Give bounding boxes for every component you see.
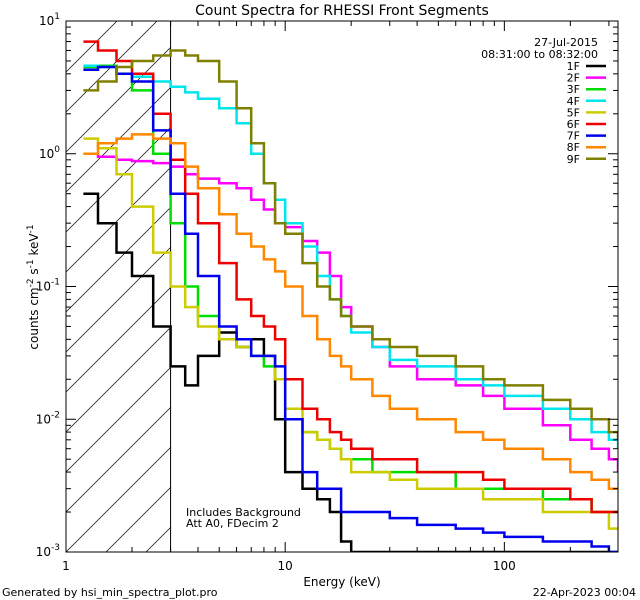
legend-label-9f: 9F xyxy=(567,153,580,166)
annotation-attenuator: Att A0, FDecim 2 xyxy=(186,517,279,530)
hatch-lines xyxy=(66,21,171,552)
x-tick-label: 1 xyxy=(62,559,70,573)
time-range-label: 08:31:00 to 08:32:00 xyxy=(481,48,598,61)
date-label: 27-Jul-2015 xyxy=(534,36,598,49)
hatch-line xyxy=(66,446,171,552)
hatch-line xyxy=(66,46,171,153)
x-axis-ticks: 1 10 100 xyxy=(62,21,610,573)
hatch-line xyxy=(66,246,171,353)
y-axis-label: counts cm-2 s-1 keV-1 xyxy=(26,224,41,349)
series-line-7f xyxy=(83,65,618,552)
series-line-8f xyxy=(83,133,618,490)
legend-label-3f: 3F xyxy=(567,83,580,96)
y-tick-label: 101 xyxy=(39,12,60,28)
hatch-line xyxy=(66,206,171,313)
hatch-line xyxy=(66,21,158,113)
y-axis-label-mid1: s xyxy=(27,268,41,278)
hatch-line xyxy=(66,86,171,193)
legend-label-4f: 4F xyxy=(567,95,580,108)
y-axis-label-exp3: -1 xyxy=(26,224,36,233)
series-line-6f xyxy=(83,40,618,514)
series-line-5f xyxy=(83,137,618,530)
footer-timestamp: 22-Apr-2023 00:04 xyxy=(533,586,636,599)
y-axis-label-base: counts cm xyxy=(27,287,41,349)
y-axis-label-mid2: keV xyxy=(27,233,41,260)
hatch-line xyxy=(66,406,171,513)
y-tick-label: 10-2 xyxy=(36,410,60,426)
y-tick-label: 100 xyxy=(39,145,60,161)
series-line-9f xyxy=(83,49,618,440)
legend-label-7f: 7F xyxy=(567,130,580,143)
legend-label-5f: 5F xyxy=(567,106,580,119)
y-axis-label-exp1: -2 xyxy=(26,278,36,287)
legend-label-8f: 8F xyxy=(567,141,580,154)
x-tick-label: 100 xyxy=(493,559,516,573)
series-lines xyxy=(83,40,618,552)
footer-generator: Generated by hsi_min_spectra_plot.pro xyxy=(2,586,218,599)
legend-label-1f: 1F xyxy=(567,60,580,73)
chart-title: Count Spectra for RHESSI Front Segments xyxy=(195,3,489,19)
legend-label-6f: 6F xyxy=(567,118,580,131)
hatch-line xyxy=(66,366,171,473)
y-axis-ticks: 10-3 10-2 10-1 100 101 xyxy=(36,12,618,559)
legend-label-2f: 2F xyxy=(567,72,580,85)
y-tick-label: 10-3 xyxy=(36,543,60,559)
x-tick-label: 10 xyxy=(278,559,293,573)
y-axis-label-exp2: -1 xyxy=(26,259,36,268)
annotation-background: Includes Background xyxy=(186,506,301,519)
series-line-2f xyxy=(83,152,618,473)
y-tick-label: 10-1 xyxy=(36,278,60,294)
x-axis-label: Energy (keV) xyxy=(303,575,380,589)
series-line-4f xyxy=(83,64,618,449)
